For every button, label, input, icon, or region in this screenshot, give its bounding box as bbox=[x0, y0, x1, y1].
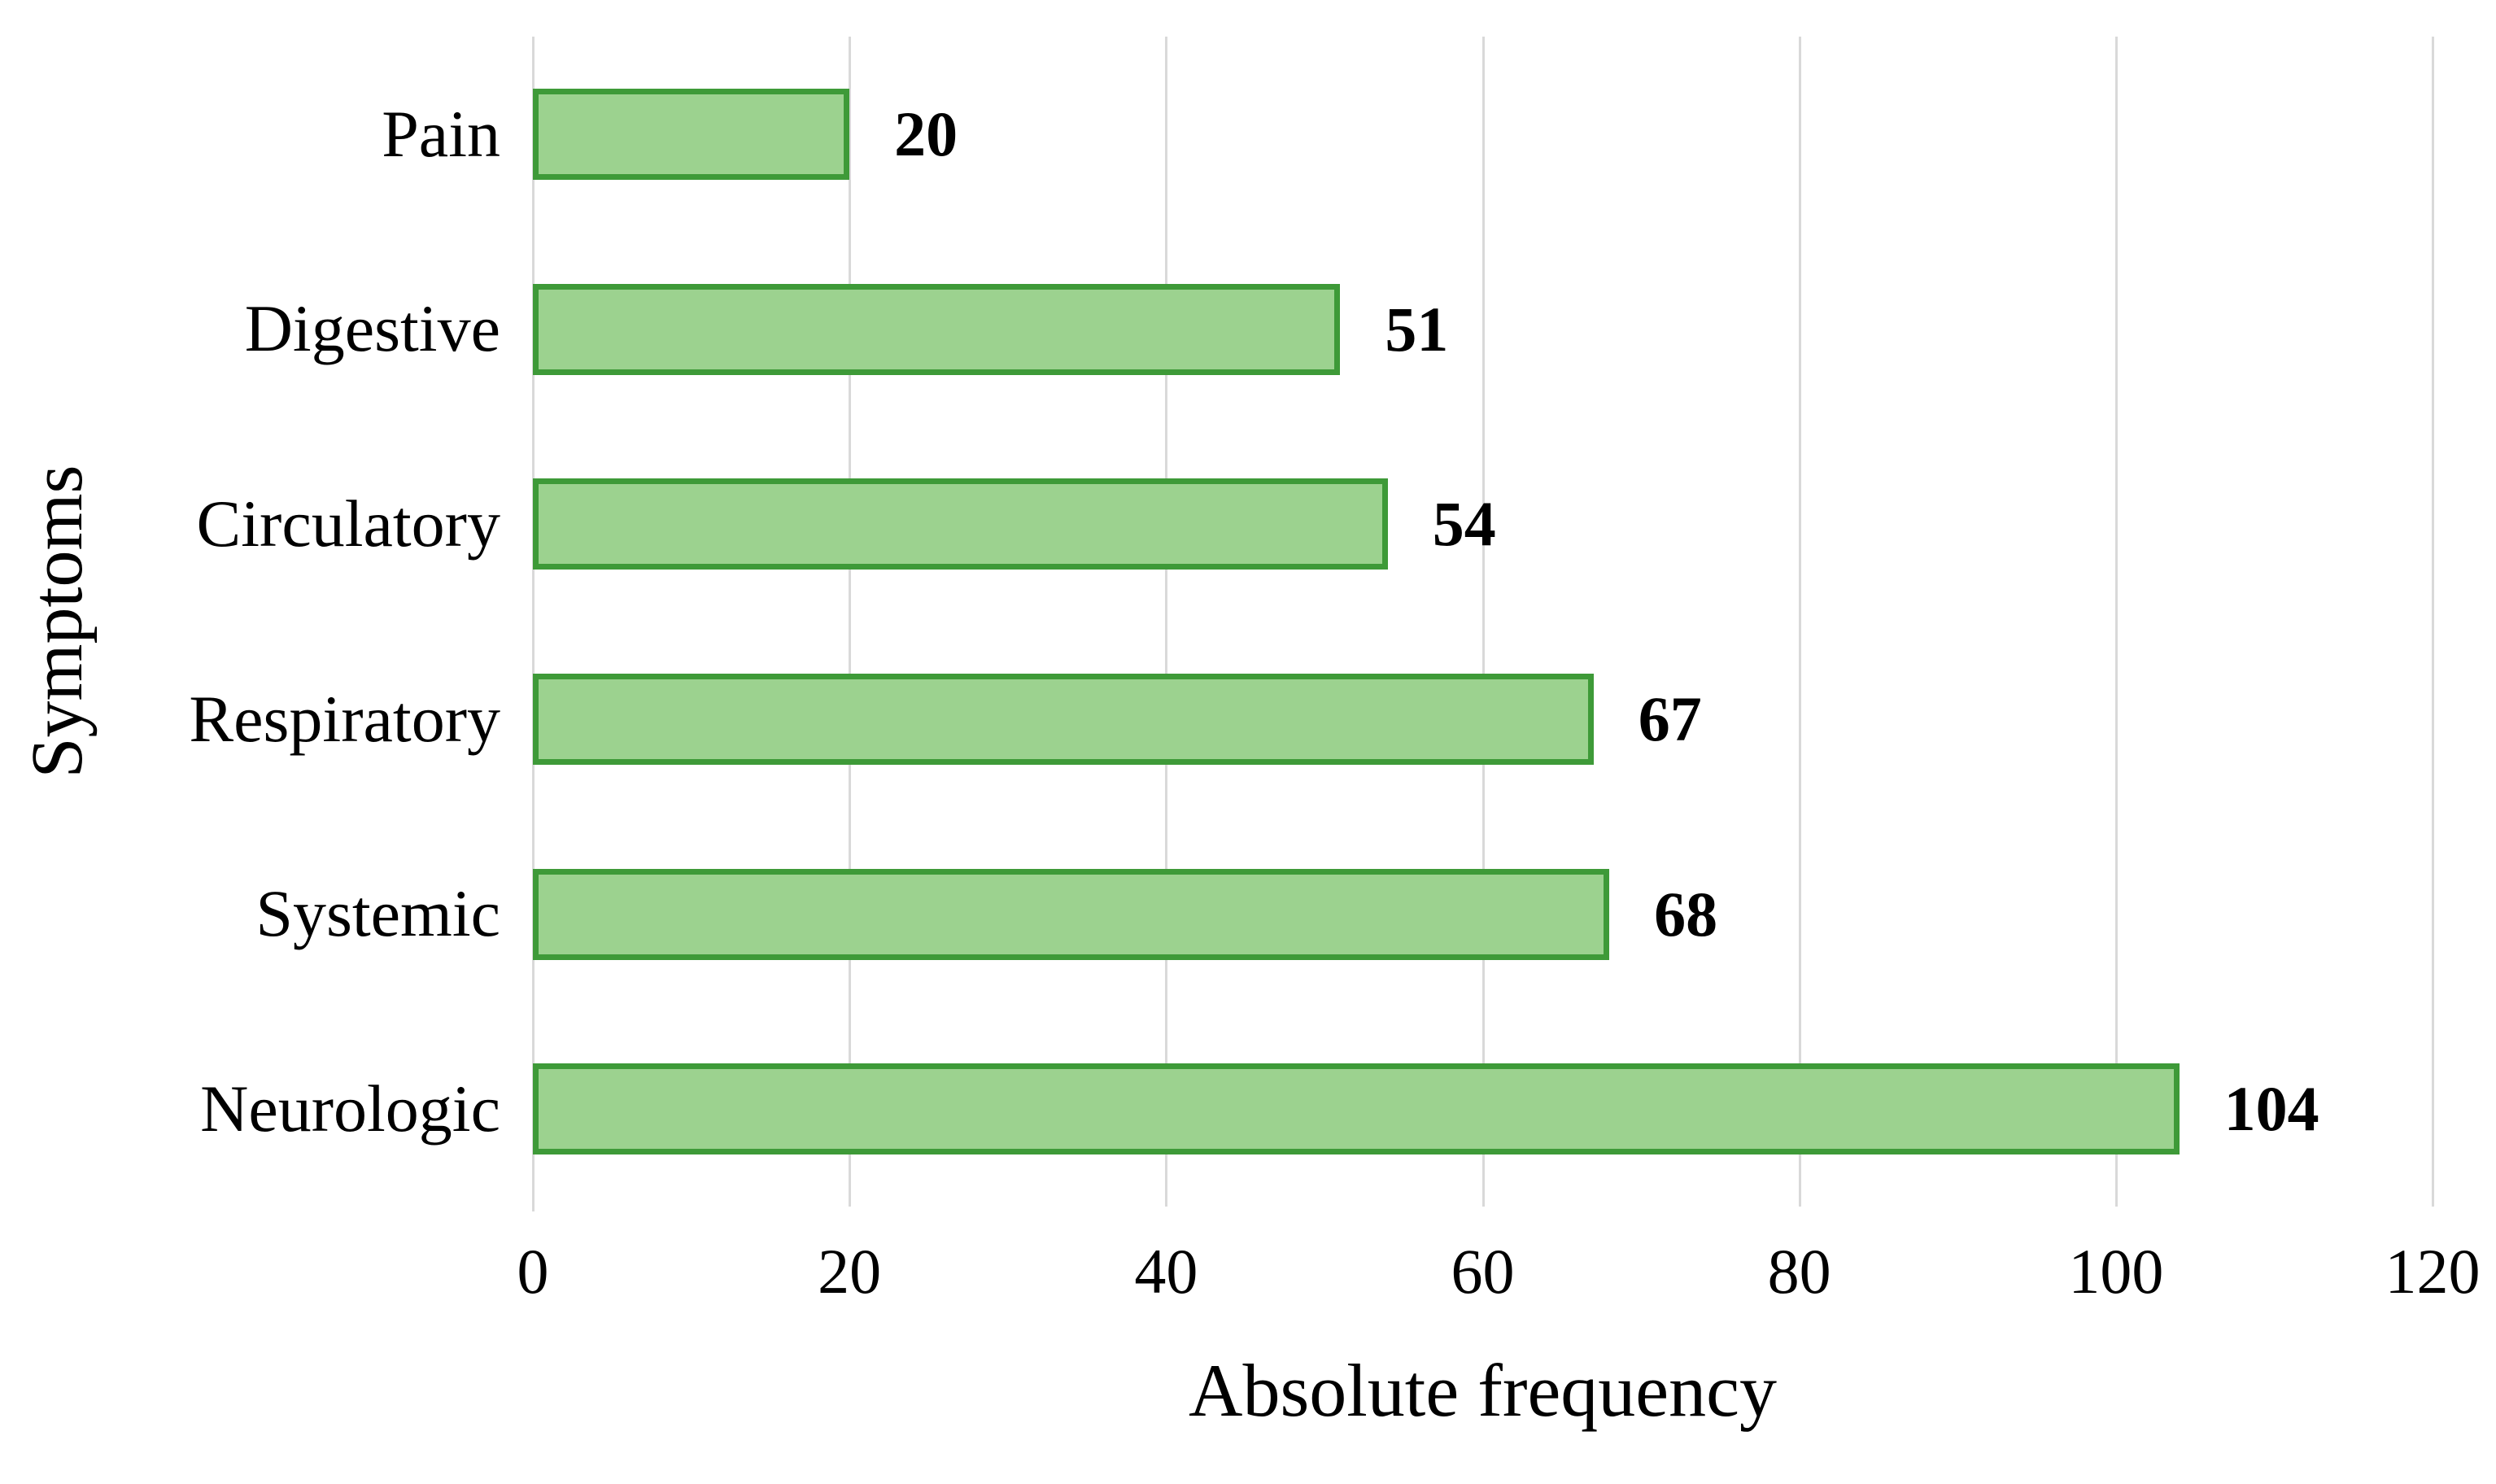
x-axis-title: Absolute frequency bbox=[1189, 1349, 1777, 1432]
category-label-digestive: Digestive bbox=[244, 291, 500, 366]
category-label-pain: Pain bbox=[382, 96, 500, 171]
gridline-120 bbox=[2432, 37, 2434, 1207]
bar-respiratory bbox=[533, 673, 1594, 765]
gridline-40 bbox=[1165, 37, 1168, 1207]
value-label-pain: 20 bbox=[894, 98, 958, 169]
bar-systemic bbox=[533, 868, 1610, 960]
x-tick-40: 40 bbox=[1134, 1236, 1198, 1307]
bar-circulatory bbox=[533, 478, 1388, 570]
x-tick-20: 20 bbox=[818, 1236, 882, 1307]
value-label-systemic: 68 bbox=[1654, 878, 1718, 949]
value-label-neurologic: 104 bbox=[2223, 1073, 2319, 1145]
category-label-neurologic: Neurologic bbox=[200, 1072, 500, 1146]
gridline-20 bbox=[849, 37, 852, 1207]
x-tick-100: 100 bbox=[2068, 1236, 2164, 1307]
category-label-respiratory: Respiratory bbox=[189, 681, 500, 756]
gridline-0 bbox=[532, 37, 535, 1211]
plot-area: 20 51 54 67 68 104 bbox=[532, 37, 2434, 1211]
gridline-80 bbox=[1798, 37, 1801, 1207]
x-tick-0: 0 bbox=[517, 1236, 549, 1307]
gridline-100 bbox=[2114, 37, 2118, 1207]
value-label-digestive: 51 bbox=[1385, 293, 1449, 364]
bar-pain bbox=[533, 88, 850, 180]
gridline-60 bbox=[1481, 37, 1485, 1207]
value-label-respiratory: 67 bbox=[1638, 683, 1702, 754]
x-tick-60: 60 bbox=[1451, 1236, 1515, 1307]
category-label-systemic: Systemic bbox=[255, 876, 500, 951]
bar-digestive bbox=[533, 283, 1341, 375]
bar-neurologic bbox=[533, 1063, 2180, 1155]
value-label-circulatory: 54 bbox=[1432, 488, 1496, 560]
category-label-circulatory: Circulatory bbox=[196, 487, 500, 561]
x-tick-80: 80 bbox=[1767, 1236, 1831, 1307]
x-tick-120: 120 bbox=[2385, 1236, 2481, 1307]
